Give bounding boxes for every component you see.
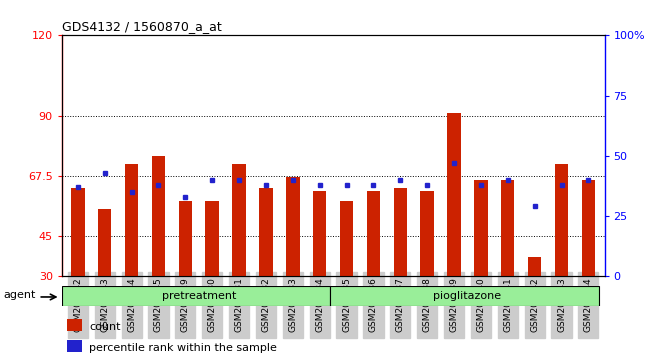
Bar	[474, 180, 488, 276]
Bar	[421, 190, 434, 276]
Bar	[528, 257, 541, 276]
Bar	[71, 188, 84, 276]
Bar	[394, 188, 407, 276]
Bar	[313, 190, 326, 276]
Text: agent: agent	[3, 290, 36, 300]
Bar	[232, 164, 246, 276]
FancyBboxPatch shape	[62, 286, 330, 306]
Bar	[501, 180, 515, 276]
Bar	[67, 341, 83, 352]
Bar	[98, 209, 111, 276]
Bar	[151, 156, 165, 276]
Text: pioglitazone: pioglitazone	[434, 291, 502, 301]
Bar	[67, 319, 83, 331]
Text: pretreatment: pretreatment	[162, 291, 236, 301]
Bar	[286, 177, 300, 276]
Bar	[259, 188, 272, 276]
Bar	[367, 190, 380, 276]
Bar	[447, 113, 461, 276]
Bar	[205, 201, 219, 276]
Bar	[179, 201, 192, 276]
Bar	[125, 164, 138, 276]
Text: GDS4132 / 1560870_a_at: GDS4132 / 1560870_a_at	[62, 20, 222, 33]
FancyBboxPatch shape	[330, 286, 599, 306]
Bar	[340, 201, 354, 276]
Bar	[555, 164, 568, 276]
Text: percentile rank within the sample: percentile rank within the sample	[89, 343, 277, 353]
Bar	[582, 180, 595, 276]
Text: count: count	[89, 322, 120, 332]
